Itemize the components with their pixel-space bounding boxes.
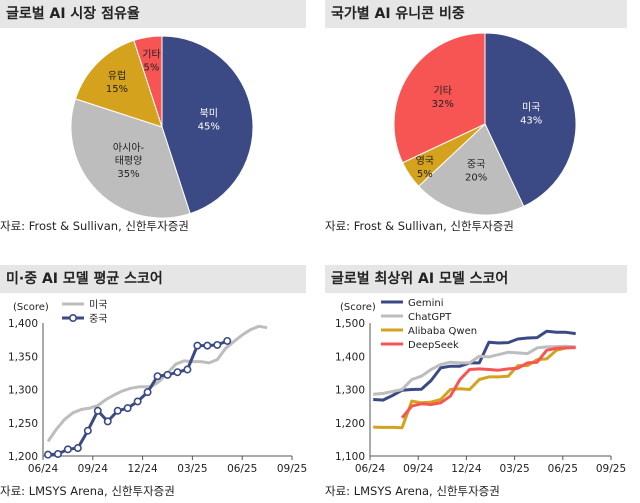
series-point — [103, 417, 112, 426]
series-point — [153, 372, 162, 381]
pie-slice — [417, 123, 525, 216]
series-line — [373, 344, 576, 396]
y-tick-label: 1,500 — [335, 318, 365, 330]
y-tick-label: 1,300 — [335, 385, 365, 397]
pie-chart-market-share: 북미 45% 아시아-태평양 35% 유럽 15% 기타 5% — [70, 35, 254, 219]
legend-label: DeepSeek — [408, 340, 459, 351]
x-tick-label: 09/24 — [403, 463, 434, 475]
series-point — [203, 341, 212, 350]
chart-title: 미·중 AI 모델 평균 스코어 — [0, 265, 306, 293]
chart-source: 자료: LMSYS Arena, 신한투자증권 — [0, 484, 175, 498]
legend-label: 중국 — [89, 313, 107, 325]
slice-label: 영국 5% — [416, 155, 434, 180]
chart-source: 자료: Frost & Sullivan, 신한투자증권 — [0, 219, 189, 233]
pie-slice — [74, 39, 163, 128]
chart-source: 자료: LMSYS Arena, 신한투자증권 — [325, 484, 500, 498]
series-point — [173, 368, 182, 377]
x-tick-label: 06/25 — [548, 463, 578, 475]
series-point — [63, 445, 72, 454]
slice-label: 유럽 15% — [106, 70, 128, 95]
chart-panel-unicorn-share: 국가별 AI 유니콘 비중 미국 43% 중국 20% 영국 5% 기타 32% 자료: Fr… — [325, 0, 640, 240]
series-line — [373, 329, 576, 402]
legend-label: ChatGPT — [408, 312, 452, 323]
chart-title: 글로벌 최상위 AI 모델 스코어 — [325, 265, 627, 293]
series-point — [213, 340, 222, 349]
chart-panel-us-china-score: 미·중 AI 모델 평균 스코어 1,200 1,250 1,300 1,350 1,4… — [0, 265, 315, 503]
y-tick-label: 1,400 — [335, 351, 365, 363]
series-point — [143, 388, 152, 397]
pie-slice — [393, 32, 486, 164]
slice-label: 북미 45% — [198, 108, 220, 133]
slice-label: 중국 20% — [465, 158, 487, 183]
y-tick-label: 1,250 — [8, 418, 38, 430]
y-tick-label: 1,200 — [8, 451, 38, 463]
slice-label: 아시아-태평양 35% — [113, 142, 145, 180]
series-line — [400, 346, 576, 419]
pie-slice — [133, 35, 163, 128]
line-chart-us-china-score: 1,200 1,250 1,300 1,350 1,400 (Score) 06/24 09/… — [8, 299, 307, 475]
x-tick-label: 12/24 — [451, 463, 482, 475]
legend-label: Alibaba Qwen — [408, 326, 477, 337]
pie-slice — [161, 35, 254, 215]
series-point — [133, 397, 142, 406]
x-tick-label: 03/25 — [499, 463, 529, 475]
series-point — [43, 450, 52, 459]
series-point — [123, 404, 132, 413]
x-tick-label: 06/24 — [355, 463, 386, 475]
chart-source: 자료: Frost & Sullivan, 신한투자증권 — [325, 219, 514, 233]
chart-panel-market-share: 글로벌 AI 시장 점유율 북미 45% 아시아-태평양 35% 유럽 15% 기타 5% 자… — [0, 0, 315, 240]
y-tick-label: 1,400 — [8, 318, 38, 330]
y-tick-label: 1,300 — [8, 385, 38, 397]
x-tick-label: 03/25 — [177, 463, 207, 475]
series-point — [83, 426, 92, 435]
series-point — [73, 444, 82, 453]
x-tick-label: 06/24 — [28, 463, 59, 475]
chart-title: 글로벌 AI 시장 점유율 — [0, 0, 306, 28]
series-point — [53, 450, 62, 459]
legend-label: Gemini — [408, 298, 444, 309]
pie-slice — [70, 98, 191, 219]
y-tick-label: 1,350 — [8, 351, 38, 363]
series-point — [183, 365, 192, 374]
x-tick-label: 12/24 — [127, 463, 158, 475]
series-line — [46, 324, 268, 443]
pie-chart-unicorn-share: 미국 43% 중국 20% 영국 5% 기타 32% — [393, 32, 577, 216]
y-axis-label: (Score) — [13, 302, 49, 313]
y-tick-label: 1,200 — [335, 418, 365, 430]
y-tick-label: 1,100 — [335, 451, 365, 463]
x-tick-label: 09/25 — [596, 463, 626, 475]
x-tick-label: 09/24 — [78, 463, 109, 475]
chart-title: 국가별 AI 유니콘 비중 — [325, 0, 627, 28]
slice-label: 기타 32% — [432, 85, 454, 110]
series-point — [223, 336, 232, 345]
series-point — [163, 370, 172, 379]
series-point — [193, 341, 202, 350]
x-tick-label: 06/25 — [227, 463, 257, 475]
pie-slice — [484, 32, 577, 208]
slice-label: 기타 5% — [142, 48, 160, 73]
line-chart-top-model-score: 1,100 1,200 1,300 1,400 1,500 (Score) 06/24 09/… — [335, 298, 626, 475]
y-axis-label: (Score) — [340, 302, 376, 313]
slice-label: 미국 43% — [520, 102, 542, 127]
series-point — [93, 406, 102, 415]
x-tick-label: 09/25 — [277, 463, 307, 475]
chart-panel-top-model-score: 글로벌 최상위 AI 모델 스코어 1,100 1,200 1,300 1,400 1,… — [325, 265, 640, 503]
legend-marker — [69, 313, 78, 322]
series-point — [113, 406, 122, 415]
legend-label: 미국 — [89, 299, 107, 311]
